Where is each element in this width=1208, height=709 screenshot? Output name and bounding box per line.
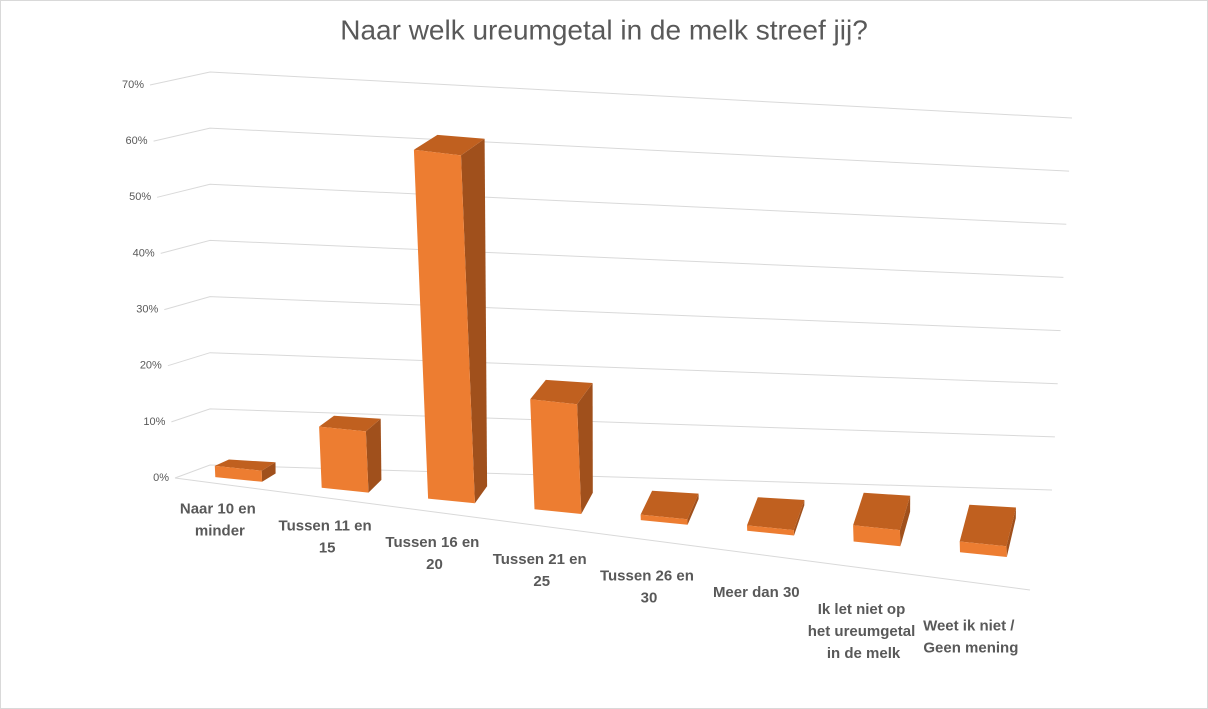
- grid-line: [153, 127, 1070, 172]
- bar-side: [793, 500, 805, 536]
- bar-top: [853, 492, 911, 531]
- bar-front: [413, 149, 475, 504]
- bar-top: [747, 497, 805, 531]
- x-tick-label: Tussen 26 en 30: [600, 567, 698, 606]
- bar-top: [640, 490, 699, 520]
- grid-line: [167, 352, 1058, 385]
- x-tick-label: Tussen 21 en 25: [493, 551, 591, 590]
- x-tick-label: Weet ik niet / Geen mening: [923, 618, 1019, 657]
- bar-side: [365, 418, 382, 493]
- bar: [747, 497, 805, 536]
- y-tick-label: 10%: [143, 416, 165, 428]
- bar-top: [959, 504, 1016, 547]
- grid-line: [149, 71, 1073, 119]
- bar-side: [461, 138, 488, 504]
- bar-front: [959, 541, 1007, 557]
- bar: [530, 379, 593, 514]
- x-tick-label: Ik let niet op het ureumgetal in de melk: [808, 601, 920, 662]
- bar: [214, 459, 276, 482]
- y-tick-label: 60%: [126, 135, 148, 147]
- bar: [319, 415, 382, 493]
- bar: [853, 492, 911, 547]
- bar-side: [1006, 507, 1016, 557]
- bar-side: [899, 495, 911, 547]
- bar-front: [214, 465, 263, 482]
- y-tick-label: 0%: [153, 472, 169, 484]
- bar-front: [747, 525, 794, 536]
- bar-front: [530, 399, 582, 514]
- y-tick-label: 40%: [133, 247, 155, 259]
- bar-front: [853, 525, 901, 547]
- bar-side: [687, 493, 699, 525]
- grid-line: [174, 464, 1053, 491]
- grid-line: [156, 183, 1067, 225]
- x-tick-label: Tussen 11 en 15: [279, 517, 376, 556]
- bar-top: [319, 415, 381, 432]
- grid-line: [164, 296, 1061, 332]
- bar-front: [319, 426, 369, 493]
- chart-title: Naar welk ureumgetal in de melk streef j…: [340, 14, 868, 45]
- x-tick-label: Meer dan 30: [713, 584, 800, 601]
- y-tick-label: 30%: [136, 303, 158, 315]
- bar-side: [261, 462, 276, 482]
- y-tick-label: 20%: [140, 360, 162, 372]
- bar-top: [413, 134, 485, 156]
- y-tick-label: 50%: [129, 191, 151, 203]
- y-tick-label: 70%: [122, 79, 144, 91]
- bar: [959, 504, 1016, 557]
- bar-top: [214, 459, 276, 471]
- bar-top: [530, 379, 593, 405]
- x-tick-label: Naar 10 en minder: [180, 501, 260, 540]
- grid-line: [160, 239, 1064, 278]
- bar-front: [640, 514, 688, 525]
- bar-side: [577, 383, 593, 514]
- grid-line: [171, 408, 1055, 438]
- floor-edge: [174, 477, 1031, 591]
- x-tick-label: Tussen 16 en 20: [385, 534, 483, 573]
- bar: [413, 134, 488, 504]
- bar: [640, 490, 699, 525]
